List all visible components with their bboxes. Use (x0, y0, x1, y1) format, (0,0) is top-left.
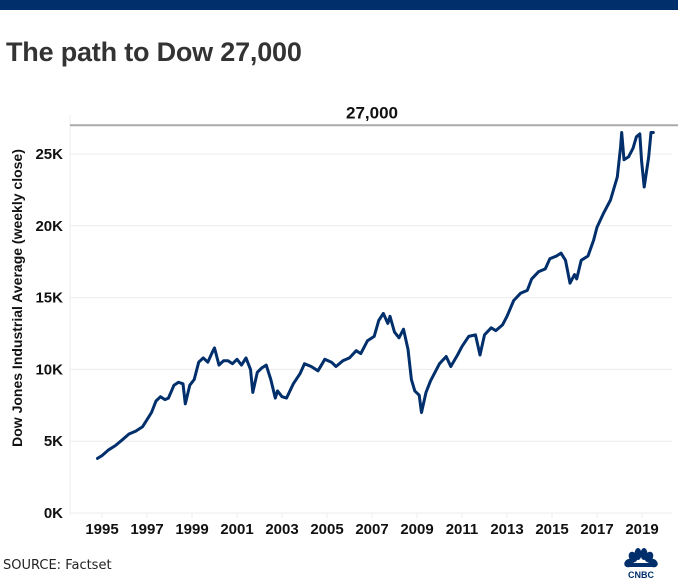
cnbc-logo-text: CNBC (628, 570, 654, 580)
x-tick-label: 1997 (130, 521, 163, 538)
y-tick-label: 25K (35, 146, 63, 163)
y-tick-label: 10K (35, 361, 63, 378)
x-tick-label: 1995 (85, 521, 118, 538)
x-tick-label: 2005 (310, 521, 343, 538)
x-tick-label: 2009 (400, 521, 433, 538)
y-axis-ticks: 0K 5K 10K 15K 20K 25K (35, 146, 63, 522)
chart-title: The path to Dow 27,000 (6, 37, 302, 67)
x-tick-label: 2019 (625, 521, 658, 538)
x-tick-label: 1999 (175, 521, 208, 538)
x-axis-ticks: 1995 1997 1999 2001 2003 2005 2007 2009 2011 2013… (85, 513, 659, 538)
x-tick-label: 2017 (580, 521, 613, 538)
y-tick-label: 5K (44, 433, 63, 450)
x-tick-label: 2007 (355, 521, 388, 538)
dow-series-line (96, 131, 655, 460)
y-axis-label: Dow Jones Industrial Average (weekly clo… (9, 149, 25, 447)
reference-line-group: 27,000 (70, 103, 678, 127)
x-tick-label: 2003 (265, 521, 298, 538)
cnbc-peacock-logo: CNBC (624, 548, 658, 580)
x-tick-label: 2011 (446, 521, 479, 538)
x-tick-label: 2013 (490, 521, 523, 538)
source-note: SOURCE: Factset (3, 558, 112, 573)
brand-top-bar (0, 0, 678, 10)
reference-line-label: 27,000 (346, 103, 398, 122)
series-group (96, 131, 655, 460)
x-tick-label: 2001 (220, 521, 253, 538)
x-tick-label: 2015 (535, 521, 568, 538)
y-tick-label: 15K (35, 290, 63, 307)
y-tick-label: 20K (35, 218, 63, 235)
y-tick-label: 0K (44, 505, 63, 522)
gridlines (69, 115, 672, 515)
